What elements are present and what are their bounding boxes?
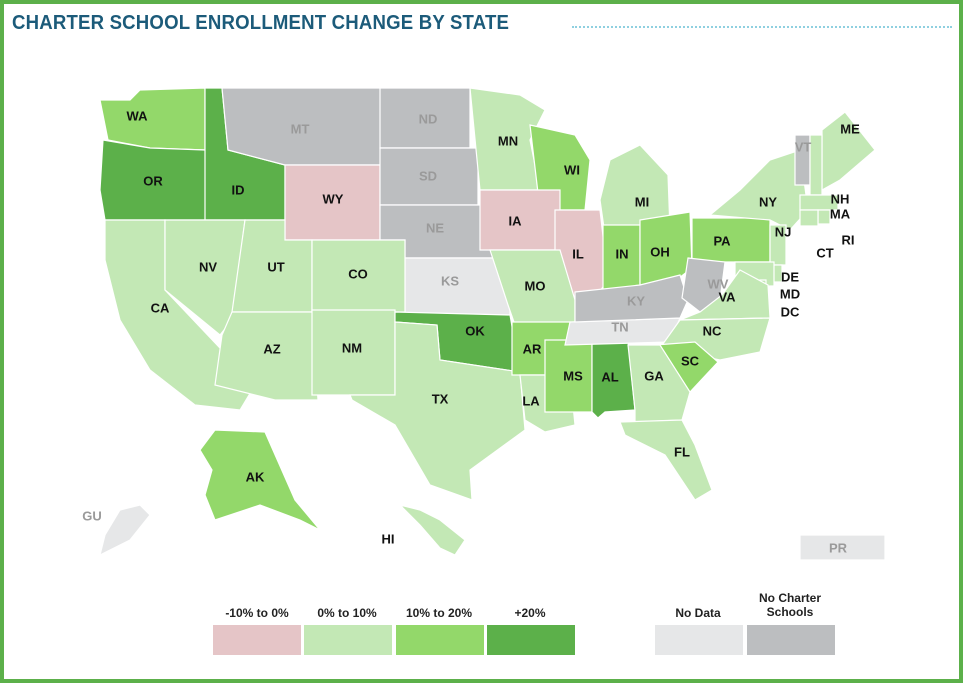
state-label-md: MD: [780, 286, 800, 301]
state-label-mi: MI: [635, 194, 649, 209]
state-label-ny: NY: [759, 194, 777, 209]
legend-swatch-none: [747, 625, 835, 655]
state-label-mn: MN: [498, 133, 518, 148]
state-label-hi: HI: [382, 531, 395, 546]
state-label-nd: ND: [419, 111, 438, 126]
state-label-ok: OK: [465, 323, 485, 338]
state-label-ca: CA: [151, 300, 170, 315]
legend-swatch-high: [487, 625, 575, 655]
state-label-wv: WV: [708, 276, 729, 291]
state-label-ga: GA: [644, 368, 664, 383]
state-label-va: VA: [718, 289, 736, 304]
state-label-tx: TX: [432, 391, 449, 406]
state-label-pr: PR: [829, 540, 848, 555]
state-label-in: IN: [616, 246, 629, 261]
state-tx: [349, 321, 526, 501]
state-nj: [769, 224, 787, 266]
state-wa: [99, 87, 206, 151]
title-divider: [572, 26, 952, 28]
state-nh: [809, 134, 823, 196]
state-label-gu: GU: [82, 508, 102, 523]
legend-label-high: +20%: [514, 606, 546, 620]
legend-swatch-neg: [213, 625, 301, 655]
state-label-mt: MT: [291, 121, 310, 136]
state-label-ar: AR: [523, 341, 542, 356]
state-label-wi: WI: [564, 162, 580, 177]
state-label-tn: TN: [611, 319, 628, 334]
state-label-ut: UT: [267, 259, 284, 274]
state-label-wa: WA: [127, 108, 149, 123]
legend-label-neg: -10% to 0%: [225, 606, 289, 620]
state-label-nm: NM: [342, 340, 362, 355]
state-label-ne: NE: [426, 220, 444, 235]
state-label-ia: IA: [509, 213, 523, 228]
state-label-vt: VT: [795, 139, 812, 154]
state-label-pa: PA: [713, 233, 731, 248]
state-label-nj: NJ: [775, 224, 792, 239]
state-label-id: ID: [232, 182, 245, 197]
legend-swatch-low: [304, 625, 392, 655]
state-ri: [817, 209, 831, 225]
state-hi: [398, 503, 466, 556]
state-label-oh: OH: [650, 244, 670, 259]
state-ct: [799, 209, 819, 227]
state-label-or: OR: [143, 173, 163, 188]
state-label-ks: KS: [441, 273, 459, 288]
state-label-dc: DC: [781, 304, 800, 319]
state-label-sc: SC: [681, 353, 700, 368]
state-label-az: AZ: [263, 341, 280, 356]
state-label-co: CO: [348, 266, 368, 281]
state-label-al: AL: [601, 369, 618, 384]
state-label-la: LA: [522, 393, 540, 408]
legend-label-none: No Charter Schools: [758, 591, 821, 619]
state-label-nh: NH: [831, 191, 850, 206]
state-label-ak: AK: [246, 469, 265, 484]
state-label-sd: SD: [419, 168, 437, 183]
state-label-nv: NV: [199, 259, 217, 274]
state-label-il: IL: [572, 246, 584, 261]
legend-swatch-mid: [396, 625, 484, 655]
state-label-wy: WY: [323, 191, 344, 206]
state-label-ky: KY: [627, 293, 645, 308]
state-ma: [799, 194, 839, 211]
state-label-de: DE: [781, 269, 799, 284]
state-label-ct: CT: [816, 245, 833, 260]
state-gu: [99, 504, 151, 557]
state-label-ma: MA: [830, 206, 851, 221]
state-label-ri: RI: [842, 232, 855, 247]
state-label-nc: NC: [703, 323, 722, 338]
state-label-mo: MO: [525, 278, 546, 293]
state-pa: [691, 217, 771, 263]
state-ak: [199, 429, 321, 531]
state-label-fl: FL: [674, 444, 690, 459]
state-label-ms: MS: [563, 368, 583, 383]
page-title: CHARTER SCHOOL ENROLLMENT CHANGE BY STAT…: [12, 12, 510, 34]
state-pr: [799, 534, 886, 561]
legend-label-nodata: No Data: [675, 606, 721, 620]
legend-swatch-nodata: [655, 625, 743, 655]
legend-label-low: 0% to 10%: [317, 606, 377, 620]
legend-label-mid: 10% to 20%: [405, 606, 473, 620]
state-label-me: ME: [840, 121, 860, 136]
state-fl: [619, 419, 713, 501]
